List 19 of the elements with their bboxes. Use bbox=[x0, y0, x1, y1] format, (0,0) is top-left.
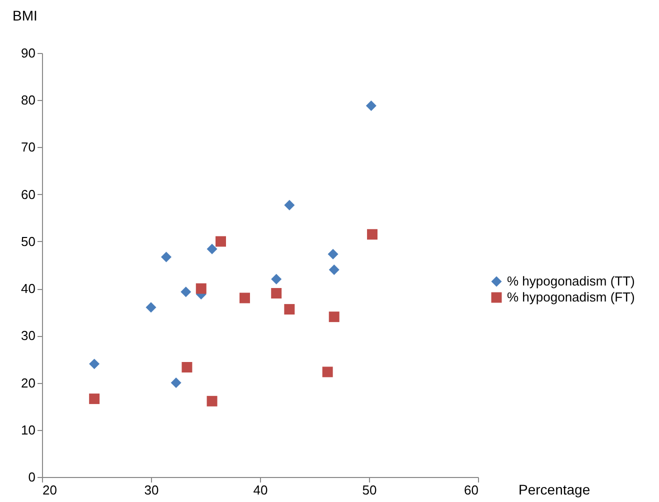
y-tick-label: 70 bbox=[21, 140, 36, 155]
y-tick-label: 80 bbox=[21, 92, 36, 108]
y-tick-label: 40 bbox=[21, 281, 36, 296]
y-axis-title: BMI bbox=[12, 8, 38, 24]
y-tick-label: 60 bbox=[21, 186, 36, 202]
x-tick-label: 20 bbox=[42, 482, 57, 498]
x-tick-label: 30 bbox=[144, 482, 159, 498]
y-tick-label: 20 bbox=[21, 375, 36, 390]
x-tick-label: 60 bbox=[464, 482, 478, 498]
x-tick-label: 40 bbox=[253, 482, 268, 498]
legend-label: % hypogonadism (TT) bbox=[507, 274, 635, 288]
y-tick-label: 0 bbox=[28, 470, 36, 484]
x-tick-label: 50 bbox=[362, 482, 377, 498]
y-tick-label: 30 bbox=[21, 328, 36, 344]
y-tick-label: 10 bbox=[21, 422, 36, 438]
x-axis-title: Percentage bbox=[518, 482, 590, 498]
y-tick-label: 90 bbox=[21, 46, 36, 60]
legend-label: % hypogonadism (FT) bbox=[507, 290, 635, 304]
y-tick-label: 50 bbox=[21, 234, 36, 249]
